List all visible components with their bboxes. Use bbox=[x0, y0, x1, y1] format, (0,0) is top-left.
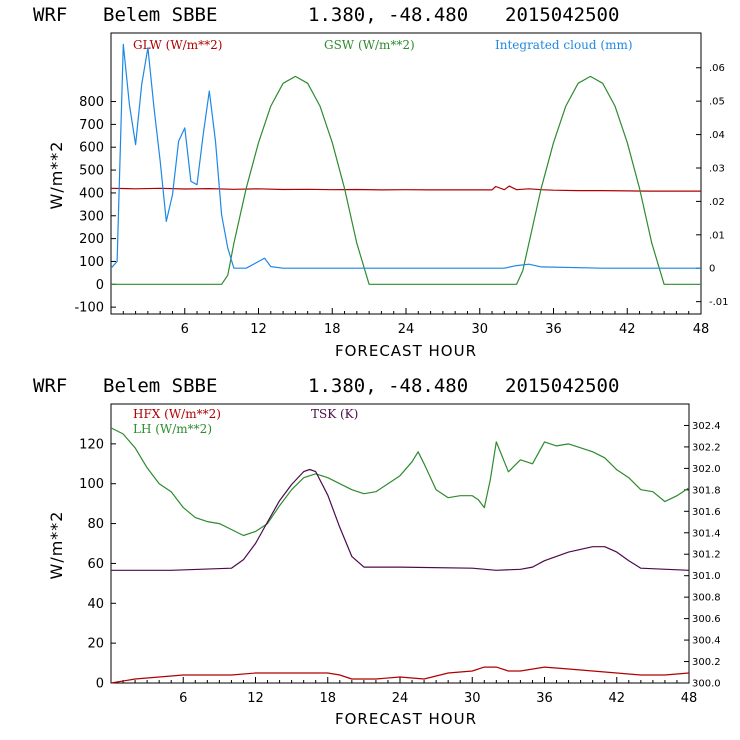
y2-tick-label: -.01 bbox=[709, 297, 729, 308]
series-line-gsw bbox=[111, 75, 701, 285]
y2-tick-label: 300.4 bbox=[692, 636, 721, 647]
y2-tick-label: .03 bbox=[709, 163, 725, 174]
series-line-hfx bbox=[110, 666, 690, 684]
header-model: WRF bbox=[33, 375, 67, 397]
y-tick-label: 500 bbox=[79, 164, 104, 179]
legend-hfx: HFX (W/m**2) bbox=[133, 407, 221, 421]
y-tick-label: 20 bbox=[87, 637, 104, 652]
y-axis-left: -100 0 100 200 300 400 500 600 700 800 bbox=[74, 95, 116, 316]
panel-fluxes: WRF Belem SBBE 1.380, -48.480 2015042500… bbox=[33, 375, 721, 728]
x-tick-label: 24 bbox=[398, 322, 415, 337]
y2-tick-label: .05 bbox=[709, 97, 725, 108]
x-tick-label: 36 bbox=[545, 322, 562, 337]
y2-tick-label: 300.6 bbox=[692, 614, 721, 625]
series-lines bbox=[110, 427, 690, 684]
x-tick-label: 18 bbox=[324, 322, 341, 337]
y-axis-label: W/m**2 bbox=[47, 511, 66, 580]
y-axis-left: 0 20 40 60 80 100 120 bbox=[79, 437, 116, 692]
y2-tick-label: 301.6 bbox=[692, 507, 721, 518]
y-axis-right: -.01 0 .01 .02 .03 .04 .05 .06 bbox=[696, 63, 729, 308]
plot-frame bbox=[110, 403, 690, 684]
y2-tick-label: 301.8 bbox=[692, 485, 721, 496]
x-tick-label: 18 bbox=[319, 691, 336, 706]
y2-tick-label: 301.0 bbox=[692, 571, 721, 582]
y2-tick-label: 302.0 bbox=[692, 464, 721, 475]
x-tick-label: 6 bbox=[181, 322, 189, 337]
y-tick-label: 0 bbox=[96, 677, 104, 692]
x-tick-label: 6 bbox=[179, 691, 187, 706]
y2-tick-label: .02 bbox=[709, 197, 725, 208]
header-coords: 1.380, -48.480 bbox=[308, 375, 468, 397]
legend-cloud: Integrated cloud (mm) bbox=[495, 38, 633, 52]
x-tick-label: 48 bbox=[693, 322, 710, 337]
header-station: Belem SBBE bbox=[103, 4, 217, 26]
series-lines bbox=[110, 43, 701, 285]
y2-tick-label: 300.8 bbox=[692, 593, 721, 604]
x-tick-label: 24 bbox=[392, 691, 409, 706]
header-model: WRF bbox=[33, 4, 67, 26]
y2-tick-label: 301.2 bbox=[692, 550, 721, 561]
series-line-integrated bbox=[110, 43, 701, 269]
y-tick-label: 600 bbox=[79, 141, 104, 156]
series-line-lh bbox=[110, 427, 690, 537]
x-axis: 6 12 18 24 30 36 42 48 bbox=[122, 677, 698, 706]
y-tick-label: 200 bbox=[79, 232, 104, 247]
y2-tick-label: 301.4 bbox=[692, 528, 721, 539]
legend-tsk: TSK (K) bbox=[311, 407, 358, 421]
y-axis-right: 300.0 300.2 300.4 300.6 300.8 301.0 301.2 301.4… bbox=[684, 421, 721, 690]
x-axis-label: FORECAST HOUR bbox=[335, 710, 477, 728]
y-tick-label: 40 bbox=[87, 597, 104, 612]
y-tick-label: 300 bbox=[79, 209, 104, 224]
y-tick-label: 700 bbox=[79, 118, 104, 133]
header-coords: 1.380, -48.480 bbox=[308, 4, 468, 26]
y2-tick-label: 302.2 bbox=[692, 442, 721, 453]
y-tick-label: 80 bbox=[87, 517, 104, 532]
y-tick-label: 0 bbox=[96, 278, 104, 293]
header-date: 2015042500 bbox=[505, 375, 619, 397]
y2-tick-label: 0 bbox=[709, 264, 715, 275]
y-tick-label: 100 bbox=[79, 477, 104, 492]
legend-lh: LH (W/m**2) bbox=[133, 422, 212, 436]
header-station: Belem SBBE bbox=[103, 375, 217, 397]
y-tick-label: 60 bbox=[87, 557, 104, 572]
legend-gsw: GSW (W/m**2) bbox=[324, 38, 415, 52]
x-tick-label: 12 bbox=[250, 322, 267, 337]
y2-tick-label: .01 bbox=[709, 230, 725, 241]
x-axis: 6 12 18 24 30 36 42 48 bbox=[122, 308, 710, 337]
y-tick-label: 120 bbox=[79, 437, 104, 452]
x-tick-label: 30 bbox=[471, 322, 488, 337]
y-tick-label: 400 bbox=[79, 186, 104, 201]
y2-tick-label: .06 bbox=[709, 63, 725, 74]
legend-glw: GLW (W/m**2) bbox=[133, 38, 222, 52]
x-tick-label: 12 bbox=[247, 691, 264, 706]
header-date: 2015042500 bbox=[505, 4, 619, 26]
x-tick-label: 48 bbox=[681, 691, 698, 706]
x-tick-label: 42 bbox=[619, 322, 636, 337]
y-tick-label: 800 bbox=[79, 95, 104, 110]
y-tick-label: -100 bbox=[74, 301, 104, 316]
y2-tick-label: .04 bbox=[709, 130, 725, 141]
y-axis-label: W/m**2 bbox=[47, 141, 66, 210]
plot-frame bbox=[110, 32, 702, 315]
x-tick-label: 30 bbox=[464, 691, 481, 706]
y2-tick-label: 302.4 bbox=[692, 421, 721, 432]
y2-tick-label: 300.2 bbox=[692, 657, 721, 668]
y-tick-label: 100 bbox=[79, 255, 104, 270]
panel-radiation: WRF Belem SBBE 1.380, -48.480 2015042500… bbox=[33, 4, 729, 360]
series-line-glw bbox=[110, 185, 701, 192]
x-tick-label: 36 bbox=[536, 691, 553, 706]
series-line-tsk bbox=[111, 468, 690, 571]
x-axis-label: FORECAST HOUR bbox=[335, 342, 477, 360]
x-tick-label: 42 bbox=[608, 691, 625, 706]
y2-tick-label: 300.0 bbox=[692, 679, 721, 690]
